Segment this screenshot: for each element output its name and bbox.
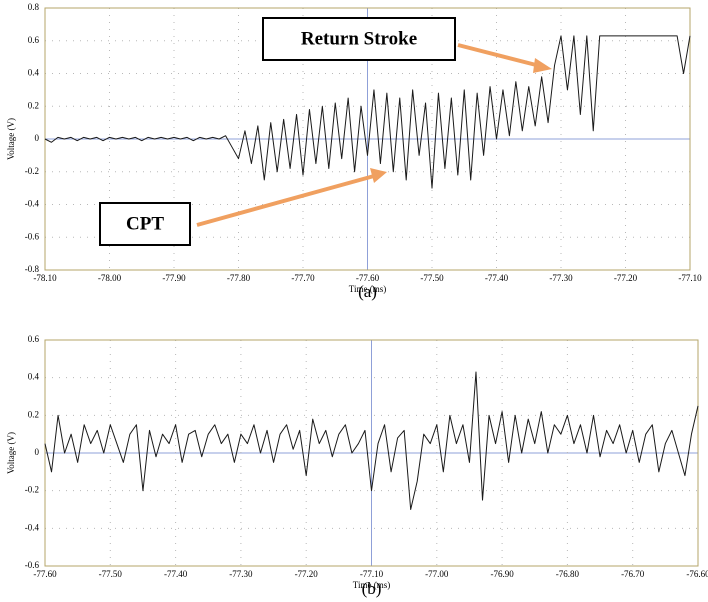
x-tick-label: -78.10	[33, 273, 57, 283]
x-tick-label: -77.40	[164, 569, 188, 579]
x-tick-label: -77.20	[295, 569, 319, 579]
x-tick-label: -77.10	[360, 569, 384, 579]
arrow-head	[533, 58, 552, 73]
annotation-cpt: CPT	[99, 168, 387, 246]
x-tick-label: -77.60	[33, 569, 57, 579]
x-tick-label: -76.90	[490, 569, 514, 579]
x-tick-label: -77.00	[425, 569, 449, 579]
arrow-head	[370, 168, 387, 183]
y-tick-label: -0.2	[25, 485, 39, 495]
y-tick-label: 0	[35, 447, 40, 457]
x-tick-label: -77.40	[485, 273, 509, 283]
x-tick-label: -77.30	[229, 569, 253, 579]
x-tick-label: -77.70	[291, 273, 315, 283]
annotation-text: CPT	[126, 213, 164, 234]
annotation-box	[99, 202, 191, 246]
x-tick-label: -77.10	[678, 273, 702, 283]
y-axis-label: Voltage (V)	[6, 432, 16, 474]
x-tick-label: -76.80	[556, 569, 580, 579]
annotation-text: Return Stroke	[301, 28, 417, 49]
y-tick-label: 0.2	[28, 100, 39, 110]
signal-line	[44, 371, 699, 510]
annotation-return-stroke: Return Stroke	[262, 17, 552, 73]
chart: -0.6 -0.4 -0.2 0 0.2 0.4 0.6 -77.60 -77.50 -77.40…	[6, 334, 708, 598]
y-tick-label: -0.6	[25, 231, 40, 241]
y-tick-label: -0.8	[25, 264, 40, 274]
caption: (b)	[362, 579, 382, 598]
arrow	[457, 43, 541, 68]
x-tick-label: -77.20	[614, 273, 638, 283]
x-tick-label: -78.00	[98, 273, 122, 283]
y-axis-label: Voltage (V)	[6, 118, 16, 160]
x-tick-label: -77.60	[356, 273, 380, 283]
y-tick-label: 0.6	[28, 35, 40, 45]
x-tick-label: -76.60	[686, 569, 708, 579]
y-tick-label: -0.6	[25, 560, 40, 570]
plot-frame	[44, 339, 699, 567]
x-tick-label: -77.30	[549, 273, 573, 283]
signal-line	[44, 35, 691, 189]
x-axis-label: Time (ms)	[349, 284, 386, 294]
x-tick-label: -77.50	[420, 273, 444, 283]
x-tick-label: -77.80	[227, 273, 251, 283]
x-tick-label: -77.90	[162, 273, 186, 283]
x-tick-label: -77.50	[99, 569, 123, 579]
caption: (a)	[358, 282, 377, 301]
y-tick-label: -0.4	[25, 199, 40, 209]
x-tick-label: -76.70	[621, 569, 645, 579]
y-tick-label: -0.4	[25, 522, 40, 532]
y-tick-label: 0	[35, 133, 40, 143]
y-tick-label: 0.2	[28, 409, 39, 419]
y-tick-label: 0.4	[28, 68, 40, 78]
x-axis-label: Time (ms)	[353, 580, 390, 590]
arrow	[196, 174, 375, 227]
y-tick-label: -0.2	[25, 166, 39, 176]
annotation-box	[262, 17, 456, 61]
y-tick-label: 0.4	[28, 372, 40, 382]
y-tick-label: 0.6	[28, 334, 40, 344]
y-tick-label: 0.8	[28, 2, 40, 12]
